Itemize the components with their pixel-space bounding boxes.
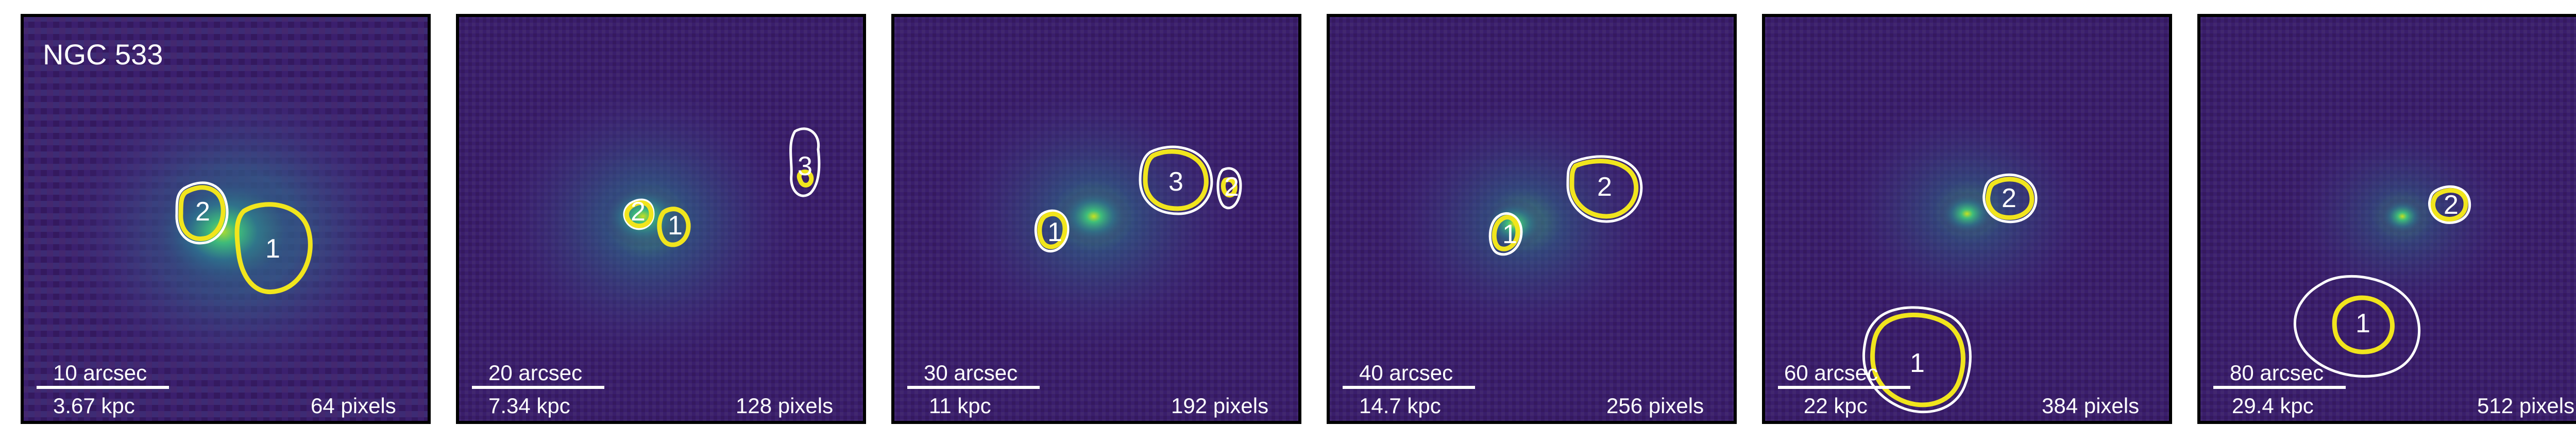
pixel-size: 384 pixels <box>2042 394 2139 418</box>
panel-frame <box>21 14 431 424</box>
panel-frame <box>1327 14 1737 424</box>
scale-kpc: 14.7 kpc <box>1359 394 1441 418</box>
scale-arcsec: 40 arcsec <box>1359 361 1453 385</box>
panel-2: 2 1 3 20 arcsec 7.34 kpc 128 pixels <box>456 14 866 424</box>
region-label: 3 <box>798 151 812 181</box>
region-label: 2 <box>1597 172 1612 202</box>
panel-frame <box>1762 14 2172 424</box>
region-label: 1 <box>1047 217 1062 247</box>
scale-arcsec: 10 arcsec <box>53 361 147 385</box>
panel-4: 1 2 40 arcsec 14.7 kpc 256 pixels <box>1327 14 1737 424</box>
scale-kpc: 11 kpc <box>929 394 991 418</box>
region-label: 1 <box>2355 309 2370 338</box>
scale-kpc: 22 kpc <box>1804 394 1868 418</box>
panel-frame <box>2197 14 2576 424</box>
pixel-size: 256 pixels <box>1606 394 1704 418</box>
pixel-size: 64 pixels <box>311 394 396 418</box>
panel-3: 1 3 2 30 arcsec 11 kpc 192 pixels <box>891 14 1301 424</box>
scale-arcsec: 60 arcsec <box>1784 361 1878 385</box>
panel-1: 2 1 NGC 533 10 arcsec 3.67 kpc 64 pixels <box>21 14 431 424</box>
scale-kpc: 29.4 kpc <box>2232 394 2314 418</box>
panel-frame <box>456 14 866 424</box>
panel-5: 2 1 60 arcsec 22 kpc 384 pixels <box>1762 14 2172 424</box>
scale-kpc: 7.34 kpc <box>488 394 570 418</box>
scale-arcsec: 20 arcsec <box>488 361 582 385</box>
region-label: 1 <box>668 211 683 241</box>
panel-6: 2 1 80 arcsec 29.4 kpc 512 pixels <box>2197 14 2576 424</box>
object-name: NGC 533 <box>43 38 163 71</box>
region-label: 3 <box>1168 167 1183 197</box>
scale-kpc: 3.67 kpc <box>53 394 135 418</box>
panel-frame <box>891 14 1301 424</box>
region-label: 2 <box>195 197 210 227</box>
region-label: 2 <box>2444 190 2459 220</box>
region-label: 1 <box>265 234 280 264</box>
region-label: 2 <box>631 197 646 227</box>
region-label: 1 <box>1910 348 1925 378</box>
pixel-size: 512 pixels <box>2477 394 2574 418</box>
scale-arcsec: 80 arcsec <box>2230 361 2324 385</box>
pixel-size: 128 pixels <box>736 394 833 418</box>
region-label: 2 <box>1224 172 1239 202</box>
region-label: 2 <box>2002 183 2016 213</box>
scale-arcsec: 30 arcsec <box>924 361 1018 385</box>
pixel-size: 192 pixels <box>1171 394 1268 418</box>
region-label: 1 <box>1502 219 1517 249</box>
